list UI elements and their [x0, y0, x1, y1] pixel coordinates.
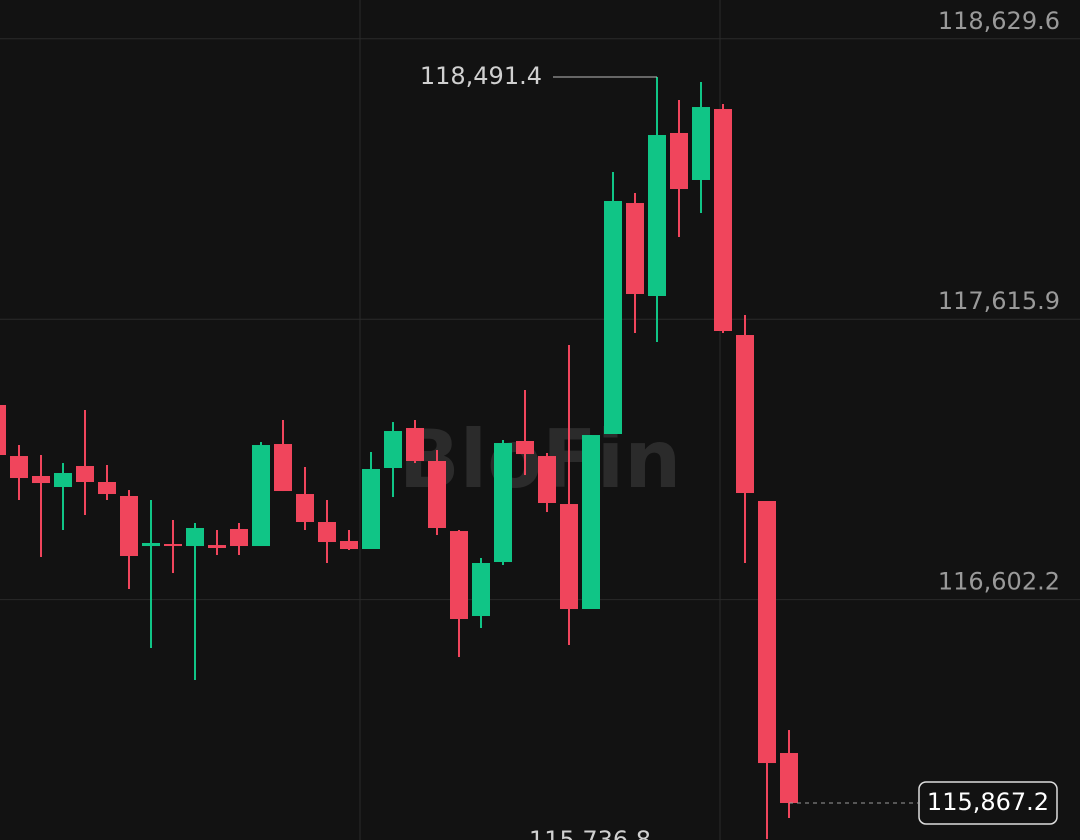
- candle-body: [120, 495, 138, 557]
- candle-body: [626, 203, 644, 295]
- candle-body: [98, 481, 116, 495]
- candle-body: [604, 200, 622, 434]
- y-tick-label: 118,629.6: [938, 7, 1060, 35]
- candle-body: [582, 435, 600, 610]
- candle-body: [0, 405, 6, 455]
- candle-body: [692, 107, 710, 180]
- candle-body: [274, 444, 292, 492]
- candle-body: [758, 501, 776, 764]
- candle-body: [538, 456, 556, 503]
- candle-body: [648, 135, 666, 297]
- candle-body: [406, 427, 424, 462]
- candle-body: [252, 445, 270, 547]
- candle-body: [10, 456, 28, 479]
- candle-body: [32, 475, 50, 484]
- candle-body: [780, 753, 798, 804]
- candle-body: [208, 545, 226, 549]
- candle-body: [560, 504, 578, 610]
- last-price-box: [918, 781, 1058, 825]
- candle-body: [76, 466, 94, 482]
- candle-body: [736, 335, 754, 494]
- last-price-label: 115,867.2: [927, 788, 1049, 816]
- y-tick-label: 116,602.2: [938, 568, 1060, 596]
- candle-body: [230, 529, 248, 547]
- high-label: 118,491.4: [420, 62, 542, 90]
- candle-body: [472, 563, 490, 617]
- candle-body: [428, 461, 446, 529]
- candle-body: [450, 531, 468, 620]
- candle-body: [142, 543, 160, 547]
- y-tick-label: 117,615.9: [938, 287, 1060, 315]
- candle-body: [186, 528, 204, 547]
- candle-body: [164, 543, 182, 547]
- candle-body: [340, 541, 358, 550]
- candle-body: [516, 440, 534, 455]
- candle-body: [384, 431, 402, 469]
- candle-body: [318, 522, 336, 543]
- candle-body: [362, 468, 380, 550]
- candle-body: [670, 132, 688, 190]
- candle-body: [296, 494, 314, 523]
- candle-body: [714, 109, 732, 331]
- candle-body: [494, 443, 512, 563]
- candle-body: [54, 473, 72, 488]
- low-label: 115,736.8: [529, 826, 651, 840]
